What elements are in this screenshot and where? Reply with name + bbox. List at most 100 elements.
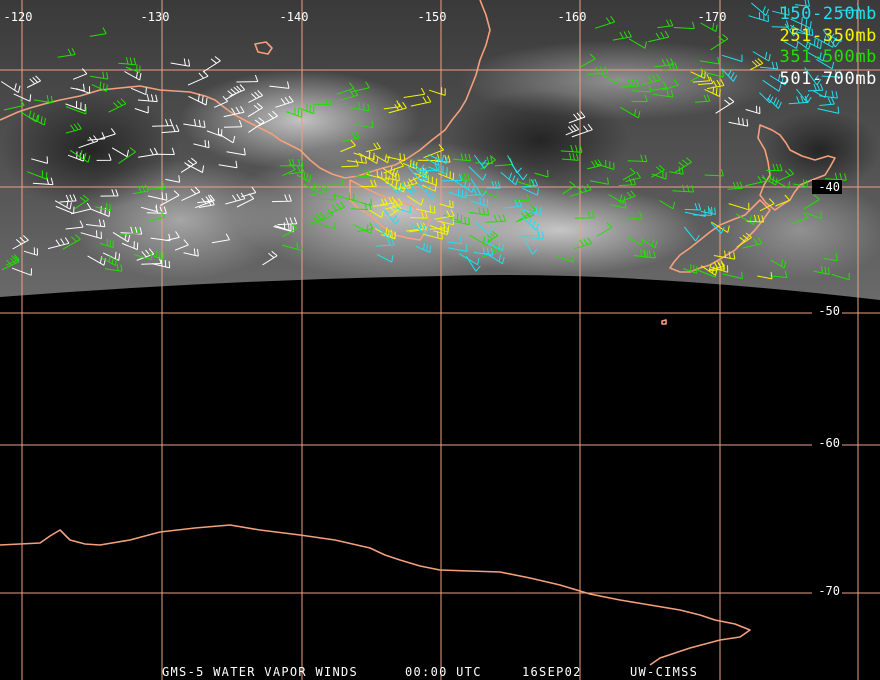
latitude-label: -40 (818, 180, 840, 194)
wind-barb (165, 175, 181, 183)
wind-barb (769, 270, 788, 278)
wind-barb (715, 96, 735, 114)
wind-barb (470, 196, 489, 207)
wind-barb (401, 182, 417, 195)
wind-barb (226, 148, 246, 156)
wind-barb (796, 40, 812, 50)
wind-barb (165, 231, 180, 242)
wind-barb (423, 144, 444, 159)
wind-barb (452, 216, 470, 226)
wind-barb (662, 62, 678, 71)
wind-barb (704, 169, 724, 177)
wind-barb (211, 233, 230, 244)
wind-barb (453, 180, 475, 193)
wind-barb (326, 201, 346, 216)
wind-barb (568, 111, 586, 124)
wind-barb (355, 120, 374, 129)
wind-barb (421, 184, 437, 192)
wind-barb (429, 87, 446, 96)
wind-barb (821, 70, 843, 78)
wind-barb (524, 241, 538, 255)
wind-barb (388, 183, 403, 195)
wind-barb (669, 166, 684, 175)
wind-barb (632, 85, 652, 93)
longitude-label: -170 (698, 10, 727, 24)
wind-barb (458, 253, 480, 266)
wind-barb (770, 259, 787, 269)
wind-barb (571, 123, 593, 138)
wind-barb (775, 194, 790, 207)
wind-barb (485, 241, 504, 252)
wind-barb (236, 74, 259, 83)
wind-barb (132, 184, 150, 195)
wind-barb (90, 206, 111, 217)
wind-barb (333, 192, 355, 202)
wind-barb (690, 69, 706, 79)
wind-barb (99, 128, 116, 140)
label-backdrop (812, 304, 842, 318)
coastlines (0, 0, 836, 666)
wind-barb (382, 166, 399, 178)
wind-barb (453, 153, 471, 162)
wind-barb (415, 242, 431, 253)
wind-barb (659, 200, 676, 210)
wind-barb (55, 205, 75, 215)
wind-barb (831, 272, 850, 281)
wind-barb (752, 51, 771, 62)
wind-barb (99, 238, 114, 248)
wind-barb (23, 247, 38, 256)
wind-barb (12, 235, 29, 250)
wind-barb (728, 202, 750, 211)
wind-barb (437, 217, 455, 226)
wind-barb (151, 259, 171, 269)
wind-barb (522, 187, 539, 196)
wind-barb (298, 104, 315, 115)
wind-barb (336, 82, 355, 95)
wind-barb (358, 151, 379, 164)
wind-barb (448, 188, 467, 199)
wind-barb (806, 211, 822, 219)
wind-barb (522, 178, 539, 188)
wind-barb (700, 22, 718, 33)
wind-barb (596, 222, 613, 237)
wind-barb (425, 156, 440, 166)
wind-barb (70, 202, 92, 215)
wind-barb (816, 58, 835, 70)
wind-barb (350, 81, 370, 93)
wind-barb (769, 73, 788, 86)
wind-barb (813, 265, 830, 275)
wind-barb (561, 152, 579, 161)
wind-barb (354, 169, 371, 178)
wind-barb (149, 211, 166, 222)
wind-barb (560, 144, 583, 153)
wind-barb (218, 160, 238, 169)
wind-barb (65, 100, 86, 112)
wind-barb (417, 175, 438, 186)
wind-barb (392, 181, 411, 190)
wind-barb (118, 147, 136, 164)
wind-barb (556, 255, 574, 263)
wind-barb (486, 252, 505, 265)
wind-barb (745, 105, 761, 115)
wind-barb (807, 52, 825, 62)
wind-barb (65, 220, 84, 230)
wind-barb (33, 95, 53, 104)
wind-barb (618, 190, 636, 203)
wind-barb (90, 71, 109, 80)
wind-barb (683, 264, 698, 274)
wind-barb (136, 248, 155, 261)
wind-barb (195, 194, 215, 209)
label-backdrop (812, 436, 842, 450)
wind-barb (819, 97, 835, 106)
wind-barb (303, 182, 319, 192)
coastline (0, 524, 751, 666)
wind-barb (793, 179, 808, 188)
longitude-label: -140 (280, 10, 309, 24)
wind-barb (524, 231, 545, 240)
wind-barb (622, 167, 636, 181)
wind-barb (651, 164, 665, 178)
wind-barb (759, 92, 774, 104)
wind-barb (313, 97, 332, 106)
wind-barb (573, 237, 593, 250)
wind-barb (797, 27, 814, 36)
